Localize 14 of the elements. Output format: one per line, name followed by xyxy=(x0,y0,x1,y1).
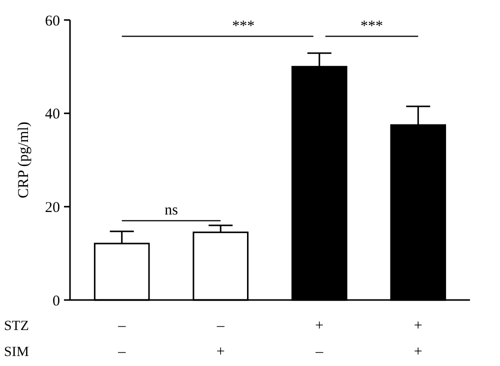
y-tick-label: 0 xyxy=(52,293,60,310)
x-tick-label: + + xyxy=(414,318,422,360)
y-tick-label: 20 xyxy=(45,200,60,216)
text: SIM xyxy=(4,345,30,360)
annotation: *** xyxy=(232,18,255,34)
y-axis-title: CRP (pg/ml) xyxy=(16,122,32,198)
x-tick-label: – + xyxy=(216,318,225,360)
annotation: ns xyxy=(164,202,178,219)
x-tick-label: – – xyxy=(117,318,126,360)
annotation: *** xyxy=(360,18,384,34)
y-tick-label: 60 xyxy=(45,13,60,30)
y-tick-label: 40 xyxy=(45,106,60,123)
text: STZ xyxy=(4,319,29,334)
x-tick-label: + – xyxy=(314,318,324,360)
